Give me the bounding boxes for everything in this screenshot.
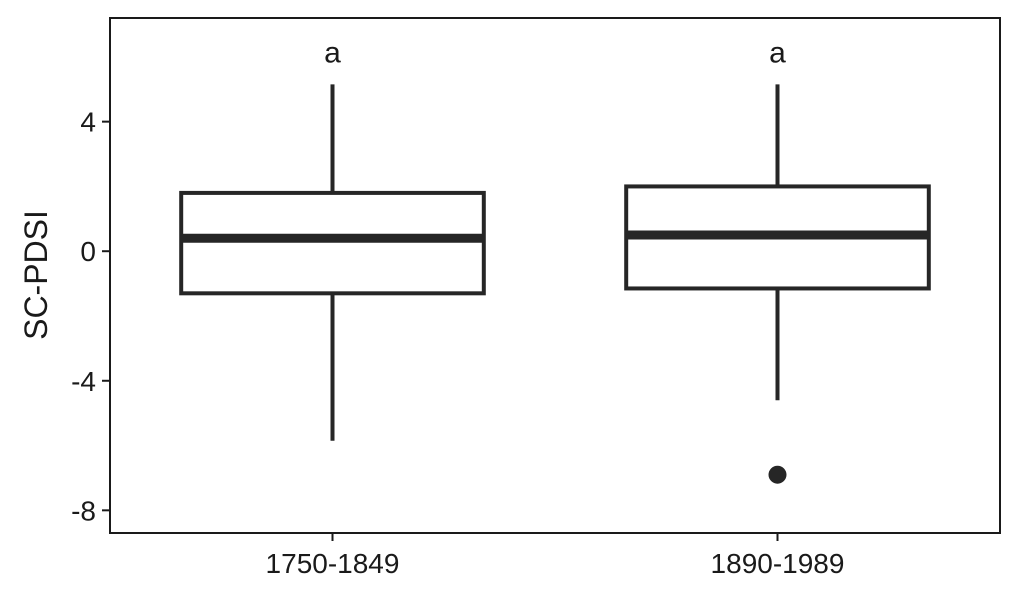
outlier-point [768, 465, 787, 484]
group-letter: a [324, 36, 341, 69]
y-tick-label: 0 [80, 236, 96, 267]
box-group: a [624, 36, 931, 484]
group-letter: a [769, 36, 786, 69]
box-group: a [179, 36, 486, 441]
iqr-box [179, 190, 486, 296]
x-tick-label: 1890-1989 [711, 548, 845, 579]
y-tick-label: -4 [71, 366, 96, 397]
y-tick-label: 4 [80, 107, 96, 138]
y-axis: 4 0 -4 -8 [71, 107, 110, 526]
y-tick-label: -8 [71, 495, 96, 526]
x-tick-label: 1750-1849 [266, 548, 400, 579]
y-axis-title: SC-PDSI [18, 210, 54, 340]
x-axis: 1750-1849 1890-1989 [266, 533, 845, 579]
